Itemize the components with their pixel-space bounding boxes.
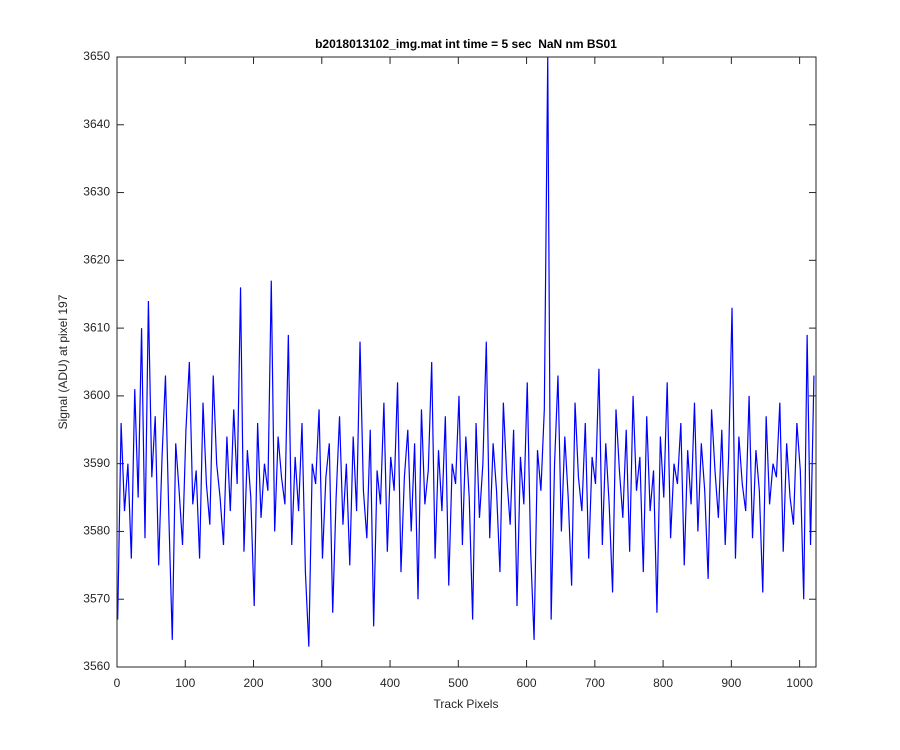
y-tick-label: 3580: [83, 524, 110, 538]
data-line: [117, 57, 815, 647]
x-tick-label: 800: [653, 676, 673, 690]
x-tick-label: 0: [114, 676, 121, 690]
x-tick-label: 400: [380, 676, 400, 690]
x-tick-label: 700: [585, 676, 605, 690]
x-tick-label: 300: [312, 676, 332, 690]
y-axis-label: Signal (ADU) at pixel 197: [56, 294, 70, 429]
x-tick-label: 100: [175, 676, 195, 690]
y-tick-label: 3570: [83, 591, 110, 605]
plot-area: [117, 57, 816, 667]
x-tick-label: 900: [721, 676, 741, 690]
y-tick-label: 3630: [83, 185, 110, 199]
x-tick-label: 500: [448, 676, 468, 690]
y-tick-label: 3650: [83, 49, 110, 63]
x-tick-label: 1000: [786, 676, 813, 690]
y-tick-label: 3590: [83, 456, 110, 470]
x-tick-label: 200: [244, 676, 264, 690]
y-tick-label: 3610: [83, 320, 110, 334]
x-tick-label: 600: [517, 676, 537, 690]
y-tick-label: 3640: [83, 117, 110, 131]
chart-title: b2018013102_img.mat int time = 5 sec NaN…: [315, 37, 617, 51]
y-tick-label: 3600: [83, 388, 110, 402]
y-tick-label: 3620: [83, 253, 110, 267]
axes-box: [116, 56, 817, 668]
x-axis-label: Track Pixels: [434, 697, 499, 711]
y-tick-label: 3560: [83, 659, 110, 673]
